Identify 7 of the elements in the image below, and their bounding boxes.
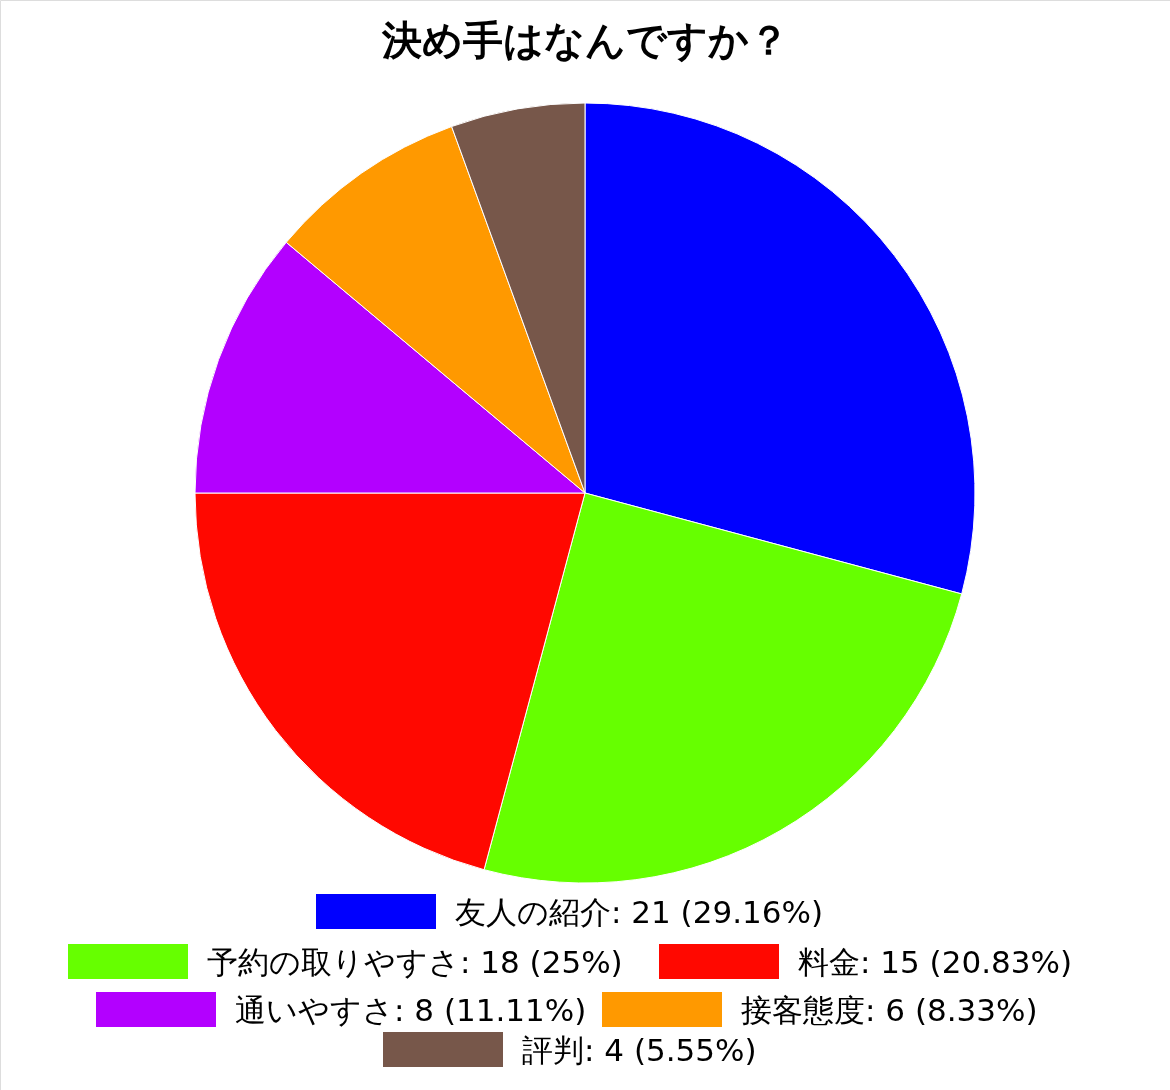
legend-label: 接客態度: 6 (8.33%): [741, 992, 1038, 1028]
legend-label: 評判: 4 (5.55%): [522, 1032, 757, 1068]
legend-label: 料金: 15 (20.83%): [798, 944, 1072, 980]
legend-label: 通いやすさ: 8 (11.11%): [235, 992, 587, 1028]
chart-title: 決め手はなんですか？: [380, 17, 789, 63]
legend-label: 友人の紹介: 21 (29.16%): [455, 894, 823, 930]
legend-label: 予約の取りやすさ: 18 (25%): [207, 944, 623, 980]
